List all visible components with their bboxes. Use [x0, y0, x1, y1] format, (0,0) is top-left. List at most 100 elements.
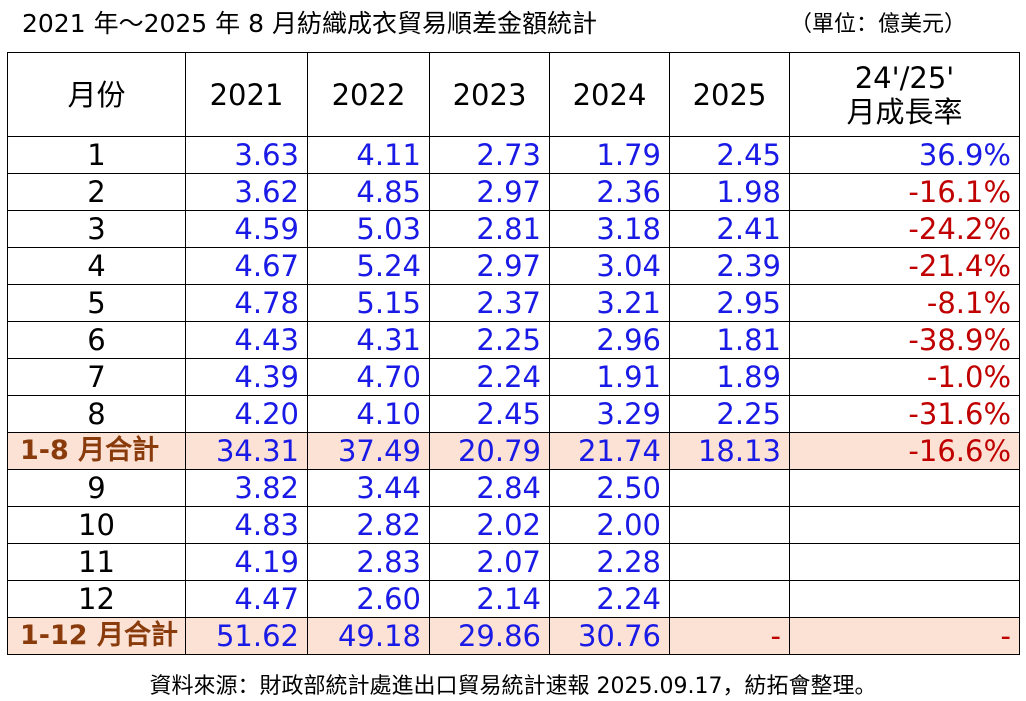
- unit: （單位：億美元）: [790, 12, 967, 37]
- value-cell: 1.79: [549, 136, 670, 174]
- value-cell: 4.67: [185, 247, 308, 285]
- table-body: 1 3.63 4.11 2.73 1.79 2.45 36.9% 2 3.62 4.85 2.97 2…: [7, 136, 1020, 655]
- value-cell: -8.1%: [789, 284, 1020, 322]
- value-cell: 2.02: [429, 506, 550, 544]
- value-cell: 4.78: [185, 284, 308, 322]
- value-cell: 3.21: [549, 284, 670, 322]
- row: 9 3.82 3.44 2.84 2.50: [7, 469, 1020, 507]
- header-cell: 2023: [429, 52, 550, 137]
- value-cell: 2.60: [307, 580, 430, 618]
- month-cell: 1-8 月合計: [7, 432, 186, 470]
- month-cell: 7: [7, 358, 186, 396]
- month-cell: 2: [7, 173, 186, 211]
- row: 10 4.83 2.82 2.02 2.00: [7, 506, 1020, 544]
- value-cell: 4.10: [307, 395, 430, 433]
- month-cell: 10: [7, 506, 186, 544]
- empty-cell: [789, 543, 1020, 581]
- source: 資料來源：財政部統計處進出口貿易統計速報 2025.09.17，紡拓會整理。: [149, 674, 877, 699]
- value-cell: 3.44: [307, 469, 430, 507]
- month-cell: 4: [7, 247, 186, 285]
- value-cell: 5.24: [307, 247, 430, 285]
- value-cell: 4.83: [185, 506, 308, 544]
- value-cell: 2.45: [429, 395, 550, 433]
- empty-cell: [669, 580, 790, 618]
- month-cell: 1: [7, 136, 186, 174]
- row: 5 4.78 5.15 2.37 3.21 2.95 -8.1%: [7, 284, 1020, 322]
- value-cell: 4.20: [185, 395, 308, 433]
- value-cell: 4.85: [307, 173, 430, 211]
- value-cell: 2.45: [669, 136, 790, 174]
- value-cell: 4.59: [185, 210, 308, 248]
- value-cell: 34.31: [185, 432, 308, 470]
- value-cell: 2.83: [307, 543, 430, 581]
- value-cell: 4.43: [185, 321, 308, 359]
- value-cell: 21.74: [549, 432, 670, 470]
- value-cell: 2.36: [549, 173, 670, 211]
- value-cell: 37.49: [307, 432, 430, 470]
- value-cell: 3.04: [549, 247, 670, 285]
- row: 1 3.63 4.11 2.73 1.79 2.45 36.9%: [7, 136, 1020, 174]
- value-cell: -1.0%: [789, 358, 1020, 396]
- value-cell: 1.81: [669, 321, 790, 359]
- table: 月份 2021 2022 2023 2024 2025 24'/25' 月成長率 1 3.63…: [7, 52, 1020, 655]
- row: 2 3.62 4.85 2.97 2.36 1.98 -16.1%: [7, 173, 1020, 211]
- value-cell: 2.00: [549, 506, 670, 544]
- value-cell: -: [789, 617, 1020, 655]
- value-cell: -: [669, 617, 790, 655]
- value-cell: 2.97: [429, 247, 550, 285]
- value-cell: 30.76: [549, 617, 670, 655]
- value-cell: 2.25: [669, 395, 790, 433]
- empty-cell: [789, 506, 1020, 544]
- value-cell: 2.81: [429, 210, 550, 248]
- value-cell: 2.97: [429, 173, 550, 211]
- header-cell: 2025: [669, 52, 790, 137]
- value-cell: 4.11: [307, 136, 430, 174]
- value-cell: 4.31: [307, 321, 430, 359]
- value-cell: -21.4%: [789, 247, 1020, 285]
- value-cell: 3.18: [549, 210, 670, 248]
- row: 7 4.39 4.70 2.24 1.91 1.89 -1.0%: [7, 358, 1020, 396]
- value-cell: 2.50: [549, 469, 670, 507]
- header-cell: 2022: [307, 52, 430, 137]
- empty-cell: [669, 543, 790, 581]
- row: 1-12 月合計 51.62 49.18 29.86 30.76- -: [7, 617, 1020, 655]
- month-cell: 9: [7, 469, 186, 507]
- month-cell: 5: [7, 284, 186, 322]
- value-cell: 4.70: [307, 358, 430, 396]
- empty-cell: [669, 469, 790, 507]
- empty-cell: [789, 469, 1020, 507]
- value-cell: 29.86: [429, 617, 550, 655]
- month-cell: 3: [7, 210, 186, 248]
- value-cell: 1.89: [669, 358, 790, 396]
- value-cell: 49.18: [307, 617, 430, 655]
- row: 11 4.19 2.83 2.07 2.28: [7, 543, 1020, 581]
- value-cell: 2.96: [549, 321, 670, 359]
- title: 2021 年～2025 年 8 月紡織成衣貿易順差金額統計: [22, 9, 597, 38]
- value-cell: 3.29: [549, 395, 670, 433]
- value-cell: -24.2%: [789, 210, 1020, 248]
- value-cell: 51.62: [185, 617, 308, 655]
- value-cell: 2.84: [429, 469, 550, 507]
- value-cell: 2.14: [429, 580, 550, 618]
- row: 12 4.47 2.60 2.14 2.24: [7, 580, 1020, 618]
- month-cell: 6: [7, 321, 186, 359]
- value-cell: 2.24: [549, 580, 670, 618]
- value-cell: 2.41: [669, 210, 790, 248]
- value-cell: 3.82: [185, 469, 308, 507]
- empty-cell: [789, 580, 1020, 618]
- value-cell: 5.15: [307, 284, 430, 322]
- value-cell: 18.13: [669, 432, 790, 470]
- header-row: 月份 2021 2022 2023 2024 2025 24'/25' 月成長率: [7, 52, 1020, 137]
- value-cell: 20.79: [429, 432, 550, 470]
- value-cell: 4.39: [185, 358, 308, 396]
- value-cell: 36.9%: [789, 136, 1020, 174]
- row: 3 4.59 5.03 2.81 3.18 2.41 -24.2%: [7, 210, 1020, 248]
- value-cell: -16.6%: [789, 432, 1020, 470]
- header-cell: 2021: [185, 52, 308, 137]
- month-cell: 8: [7, 395, 186, 433]
- row: 4 4.67 5.24 2.97 3.04 2.39 -21.4%: [7, 247, 1020, 285]
- value-cell: -31.6%: [789, 395, 1020, 433]
- value-cell: 2.95: [669, 284, 790, 322]
- month-cell: 11: [7, 543, 186, 581]
- value-cell: 3.62: [185, 173, 308, 211]
